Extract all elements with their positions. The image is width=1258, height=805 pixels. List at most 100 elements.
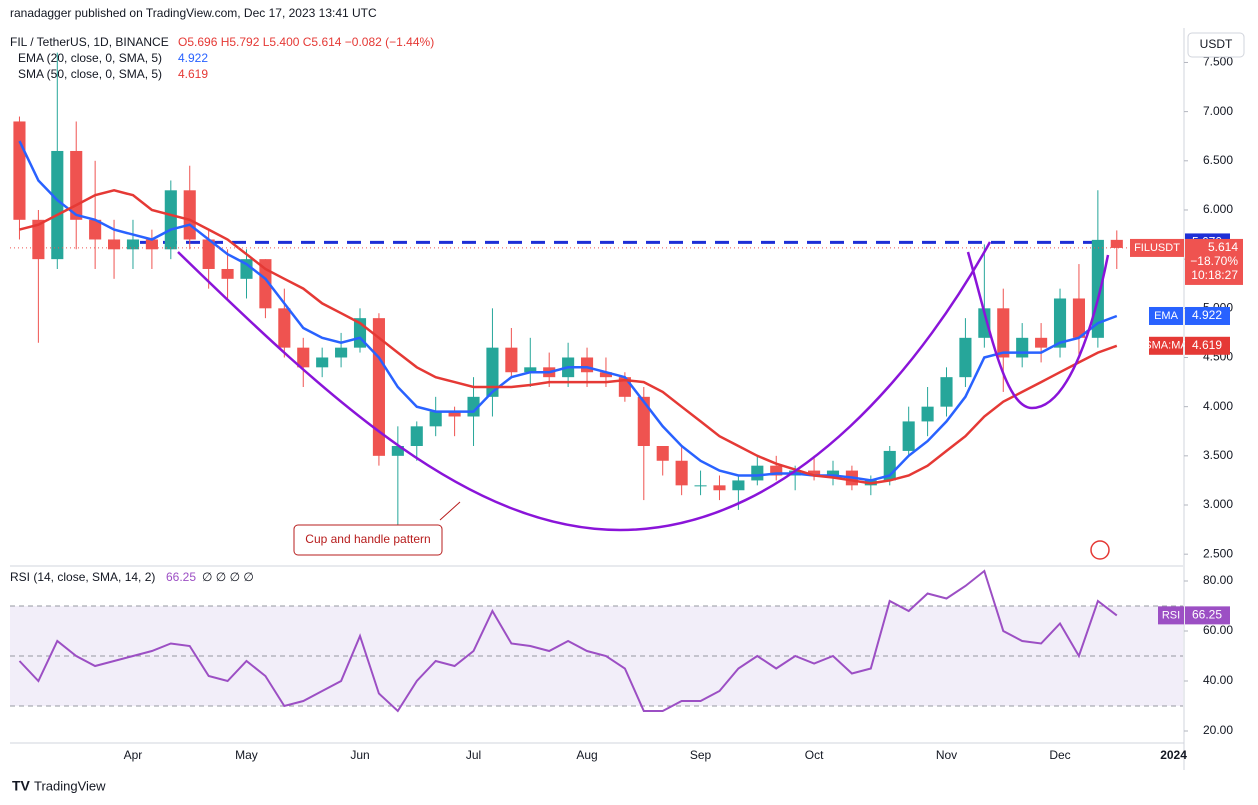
rsi-tag-value: 66.25 (1192, 608, 1222, 622)
y-tick-label: 4.000 (1203, 399, 1233, 413)
candle-body (316, 357, 329, 368)
candle-body (978, 308, 991, 338)
ohlc: O5.696 H5.792 L5.400 C5.614 −0.082 (−1.4… (178, 35, 434, 49)
candle-body (221, 268, 234, 279)
candle-body (202, 239, 215, 269)
candle-body (429, 411, 442, 427)
currency-button[interactable] (1187, 32, 1245, 58)
candle-body (808, 470, 821, 476)
candle-body (751, 465, 764, 481)
x-tick-label: May (235, 748, 258, 762)
callout-box (293, 524, 443, 556)
candle-body (732, 480, 745, 491)
candle-body (32, 219, 45, 260)
ma-tag: SMA:MA (1144, 340, 1188, 352)
alert-icon[interactable] (1090, 540, 1110, 560)
rsi-tick-label: 60.00 (1203, 623, 1233, 637)
symbol-tag-box (1130, 238, 1184, 257)
candle-body (599, 372, 613, 378)
candle-body (637, 396, 650, 447)
candle-body (108, 239, 121, 250)
ma-line (18, 140, 1118, 482)
candle-body (921, 406, 934, 422)
ma-value-box (1185, 306, 1230, 325)
candle-body (656, 446, 669, 461)
x-tick-label: Jul (466, 748, 481, 762)
rsi-legend: RSI (14, close, SMA, 14, 2) (10, 570, 155, 584)
candle-body (278, 308, 291, 348)
legend-value: 4.922 (178, 51, 208, 65)
candle-body (524, 367, 537, 373)
candle-body (145, 239, 158, 250)
rsi-tag: RSI (1162, 609, 1180, 621)
candle-body (826, 470, 840, 476)
ma-tag-box (1149, 336, 1183, 355)
symbol: FIL / TetherUS, 1D, BINANCE (10, 35, 169, 49)
legend-entry: SMA (50, close, 0, SMA, 5) (18, 67, 162, 81)
annotation: Cup and handle pattern (305, 532, 430, 546)
candle-body (126, 239, 140, 250)
y-tick-label: 3.000 (1203, 497, 1233, 511)
price-tag-countdown: 10:18:27 (1191, 268, 1238, 282)
legend-entry: EMA (20, close, 0, SMA, 5) (18, 51, 162, 65)
candle-body (410, 426, 423, 447)
x-tick-label: Apr (124, 748, 143, 762)
price-tag-change: −18.70% (1190, 254, 1238, 268)
candle-body (505, 347, 518, 373)
candle-body (675, 460, 688, 486)
candle-body (940, 377, 953, 407)
rsi-line (18, 569, 1118, 713)
x-tick-label: Sep (690, 748, 712, 762)
x-tick-label: 2024 (1160, 748, 1187, 762)
x-tick-label: Dec (1049, 748, 1070, 762)
cup-curve (177, 241, 992, 532)
candle-body (89, 219, 102, 240)
candle-body (1016, 337, 1029, 358)
publisher: ranadagger published on TradingView.com,… (10, 6, 377, 20)
rsi-extra: ∅ ∅ ∅ ∅ (202, 570, 254, 584)
candle-body (183, 190, 196, 240)
y-tick-label: 6.500 (1203, 153, 1233, 167)
candle-body (240, 259, 253, 279)
y-tick-label: 3.500 (1203, 448, 1233, 462)
y-tick-label: 7.000 (1203, 104, 1233, 118)
callout-pointer (439, 501, 461, 521)
candle-body (1035, 337, 1048, 348)
candle-body (391, 446, 404, 456)
brand: TradingView (34, 778, 106, 793)
ma-line (19, 189, 1118, 485)
currency[interactable]: USDT (1200, 37, 1233, 51)
candle-body (448, 411, 461, 417)
candle-body (335, 347, 348, 358)
x-tick-label: Nov (936, 748, 957, 762)
candle-body (997, 308, 1010, 358)
rsi-tick-label: 40.00 (1203, 673, 1233, 687)
candle-body (1053, 298, 1067, 348)
handle-curve (966, 251, 1110, 410)
candle-body (13, 121, 26, 220)
candle-body (580, 357, 594, 373)
y-tick-label: 6.000 (1203, 202, 1233, 216)
legend-value: 4.619 (178, 67, 208, 81)
tv-logo: TV (12, 778, 31, 794)
candle-body (1072, 298, 1085, 338)
candle-body (959, 337, 972, 378)
ma-value-box (1185, 336, 1230, 355)
symbol-tag: FILUSDT (1134, 242, 1180, 254)
candle-body (1110, 239, 1123, 248)
price-tag-box (1185, 238, 1243, 285)
rsi-tag-box (1158, 606, 1184, 625)
rsi-value-box (1185, 606, 1230, 625)
y-tick-label: 7.500 (1203, 55, 1233, 69)
x-tick-label: Jun (350, 748, 369, 762)
x-tick-label: Oct (805, 748, 824, 762)
candle-body (51, 150, 64, 260)
rsi-value: 66.25 (166, 570, 196, 584)
candle-body (770, 465, 783, 476)
price-tag-price: 5.614 (1208, 240, 1238, 254)
y-tick-label: 2.500 (1203, 546, 1233, 560)
candle-body (164, 190, 177, 250)
candle-body (486, 347, 499, 397)
candle-body (902, 421, 915, 451)
